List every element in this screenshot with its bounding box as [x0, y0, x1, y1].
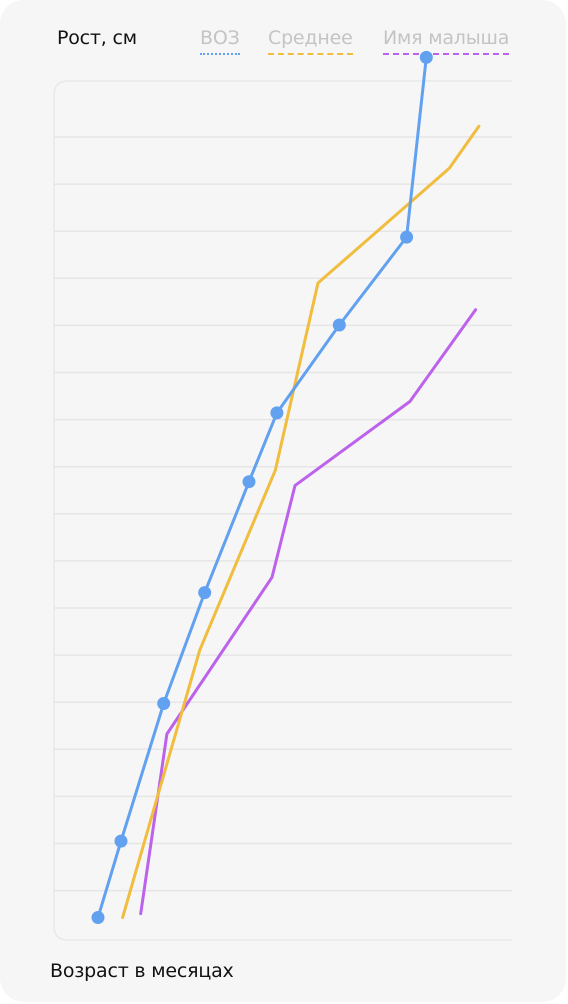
legend-label-who: ВОЗ	[200, 27, 240, 49]
series-point-0-4[interactable]	[242, 475, 256, 489]
series-layer	[91, 50, 481, 924]
series-point-0-3[interactable]	[198, 586, 212, 600]
legend-label-baby: Имя малыша	[383, 27, 510, 49]
series-point-0-6[interactable]	[332, 318, 346, 332]
plot-frame	[53, 80, 512, 941]
y-axis-label: Рост, см	[57, 27, 137, 49]
series-point-0-8[interactable]	[419, 50, 433, 64]
legend-item-average: Среднее	[268, 27, 353, 55]
series-point-0-7[interactable]	[400, 230, 414, 244]
grid-lines	[53, 80, 512, 941]
legend-item-who: ВОЗ	[200, 27, 240, 55]
legend-swatch-who	[200, 53, 240, 55]
legend-item-baby: Имя малыша	[383, 27, 510, 55]
series-line-2	[139, 308, 478, 916]
series-point-0-5[interactable]	[270, 406, 284, 420]
series-line-0	[96, 55, 428, 919]
series-point-0-2[interactable]	[157, 697, 171, 710]
series-line-1	[121, 124, 481, 919]
x-axis-label: Возраст в месяцах	[50, 960, 234, 982]
legend-swatch-average	[268, 53, 353, 55]
legend-label-average: Среднее	[268, 27, 353, 49]
legend-swatch-baby	[383, 53, 510, 55]
series-point-0-1[interactable]	[114, 834, 128, 848]
series-point-0-0[interactable]	[91, 911, 105, 924]
